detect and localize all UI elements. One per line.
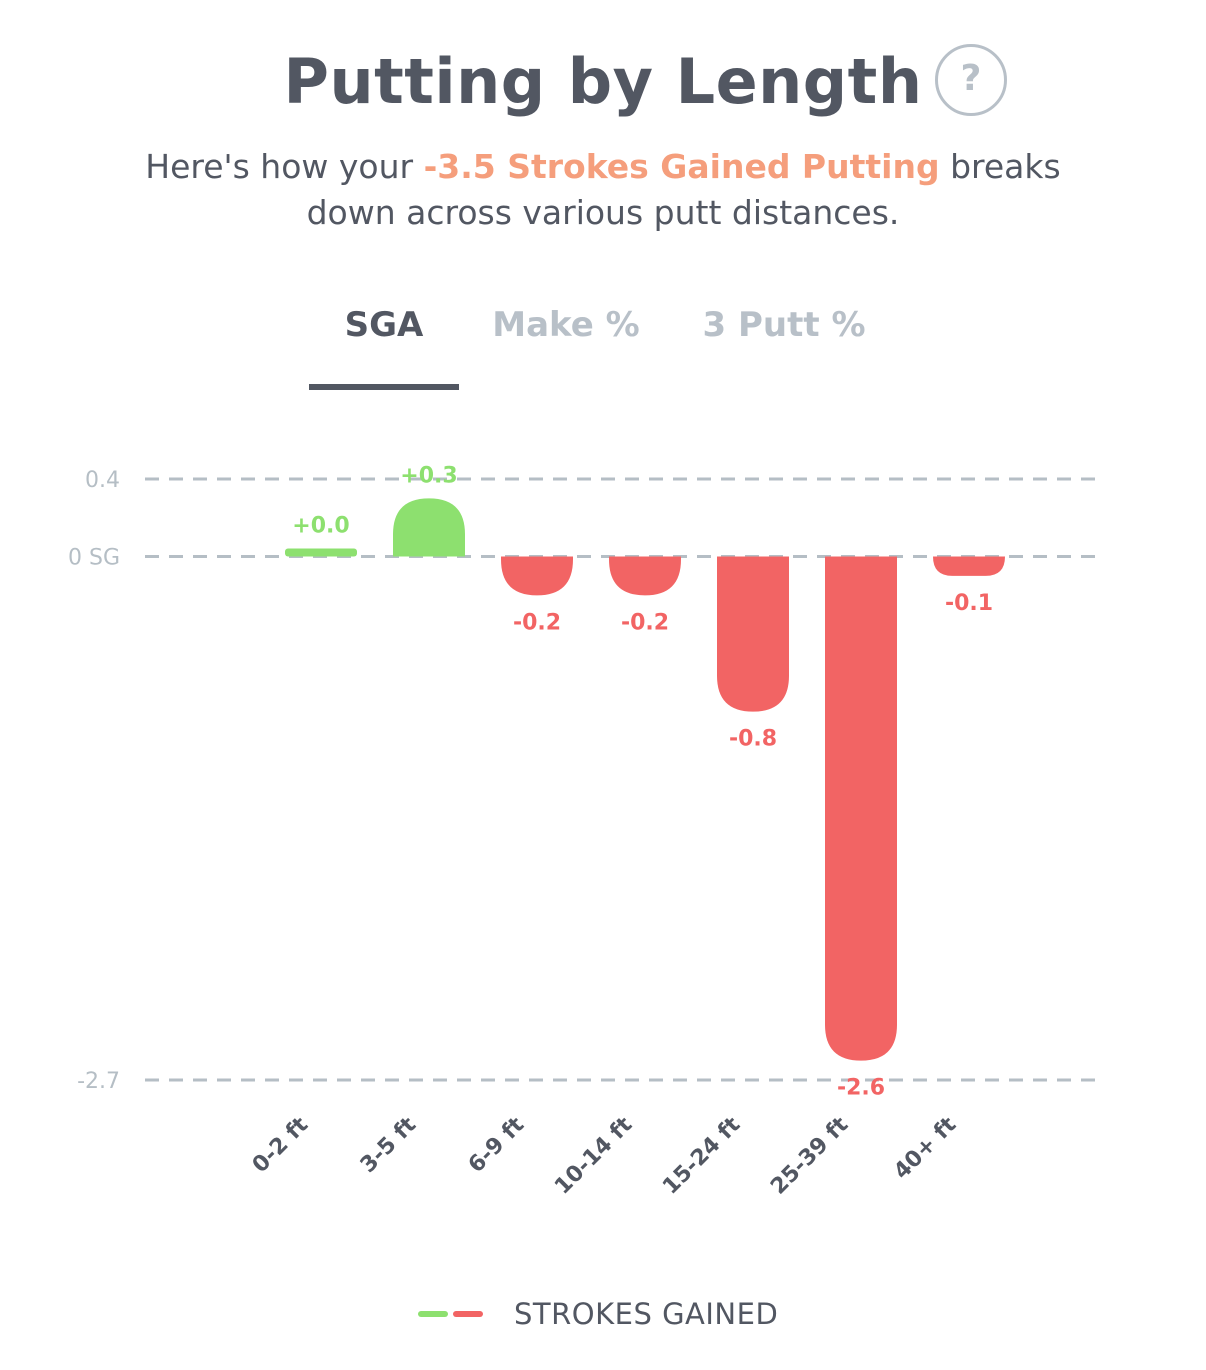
active-tab-indicator (309, 384, 459, 390)
strokes-gained-total: -3.5 Strokes Gained Putting (423, 147, 940, 186)
bar-value-label: -0.2 (621, 610, 669, 635)
legend-swatch-negative (453, 1311, 483, 1317)
x-tick-label: 15-24 ft (658, 1112, 745, 1199)
x-tick-label: 0-2 ft (248, 1112, 314, 1178)
bar (393, 498, 465, 557)
chart-legend: STROKES GAINED (0, 1292, 1206, 1336)
tab-make-percent[interactable]: Make % (492, 305, 640, 345)
bar-value-label: +0.0 (292, 514, 349, 539)
subtitle: Here's how your -3.5 Strokes Gained Putt… (0, 144, 1206, 236)
help-icon: ? (960, 58, 982, 99)
page-title: Putting by Length (283, 45, 923, 118)
x-tick-label: 6-9 ft (464, 1112, 530, 1178)
tab-bar: SGA Make % 3 Putt % (0, 300, 1206, 390)
bar (501, 556, 573, 596)
x-tick-label: 40+ ft (889, 1112, 961, 1184)
bar (825, 556, 897, 1061)
bar-value-label: +0.3 (400, 463, 457, 488)
bar (285, 548, 357, 557)
legend-swatch-positive (418, 1311, 448, 1317)
x-tick-label: 25-39 ft (766, 1112, 853, 1199)
sg-bar-chart: 0.4 0 SG -2.7 +0.0 0-2 ft +0.3 3-5 ft -0.2 6-9 f… (68, 463, 1100, 1200)
bar-value-label: -0.2 (513, 610, 561, 635)
x-tick-label: 10-14 ft (550, 1112, 637, 1199)
bar-value-label: -2.6 (837, 1076, 885, 1101)
y-tick-label: 0.4 (85, 468, 120, 493)
y-tick-label: 0 SG (68, 546, 120, 571)
bar (609, 556, 681, 596)
bar (933, 556, 1005, 576)
tab-3-putt-percent[interactable]: 3 Putt % (702, 305, 866, 345)
bar (717, 556, 789, 712)
legend-label: STROKES GAINED (514, 1297, 779, 1331)
subtitle-line-2: down across various putt distances. (306, 193, 900, 232)
subtitle-suffix: breaks (939, 147, 1061, 186)
bar-value-label: -0.8 (729, 727, 777, 752)
x-tick-label: 3-5 ft (356, 1112, 422, 1178)
bar-value-label: -0.1 (945, 591, 993, 616)
y-tick-label: -2.7 (77, 1069, 120, 1094)
help-button[interactable]: ? (935, 44, 1007, 116)
subtitle-prefix: Here's how your (145, 147, 424, 186)
tab-sga[interactable]: SGA (344, 305, 424, 345)
title-row: Putting by Length ? (0, 40, 1206, 130)
subtitle-line-1: Here's how your -3.5 Strokes Gained Putt… (0, 144, 1206, 190)
